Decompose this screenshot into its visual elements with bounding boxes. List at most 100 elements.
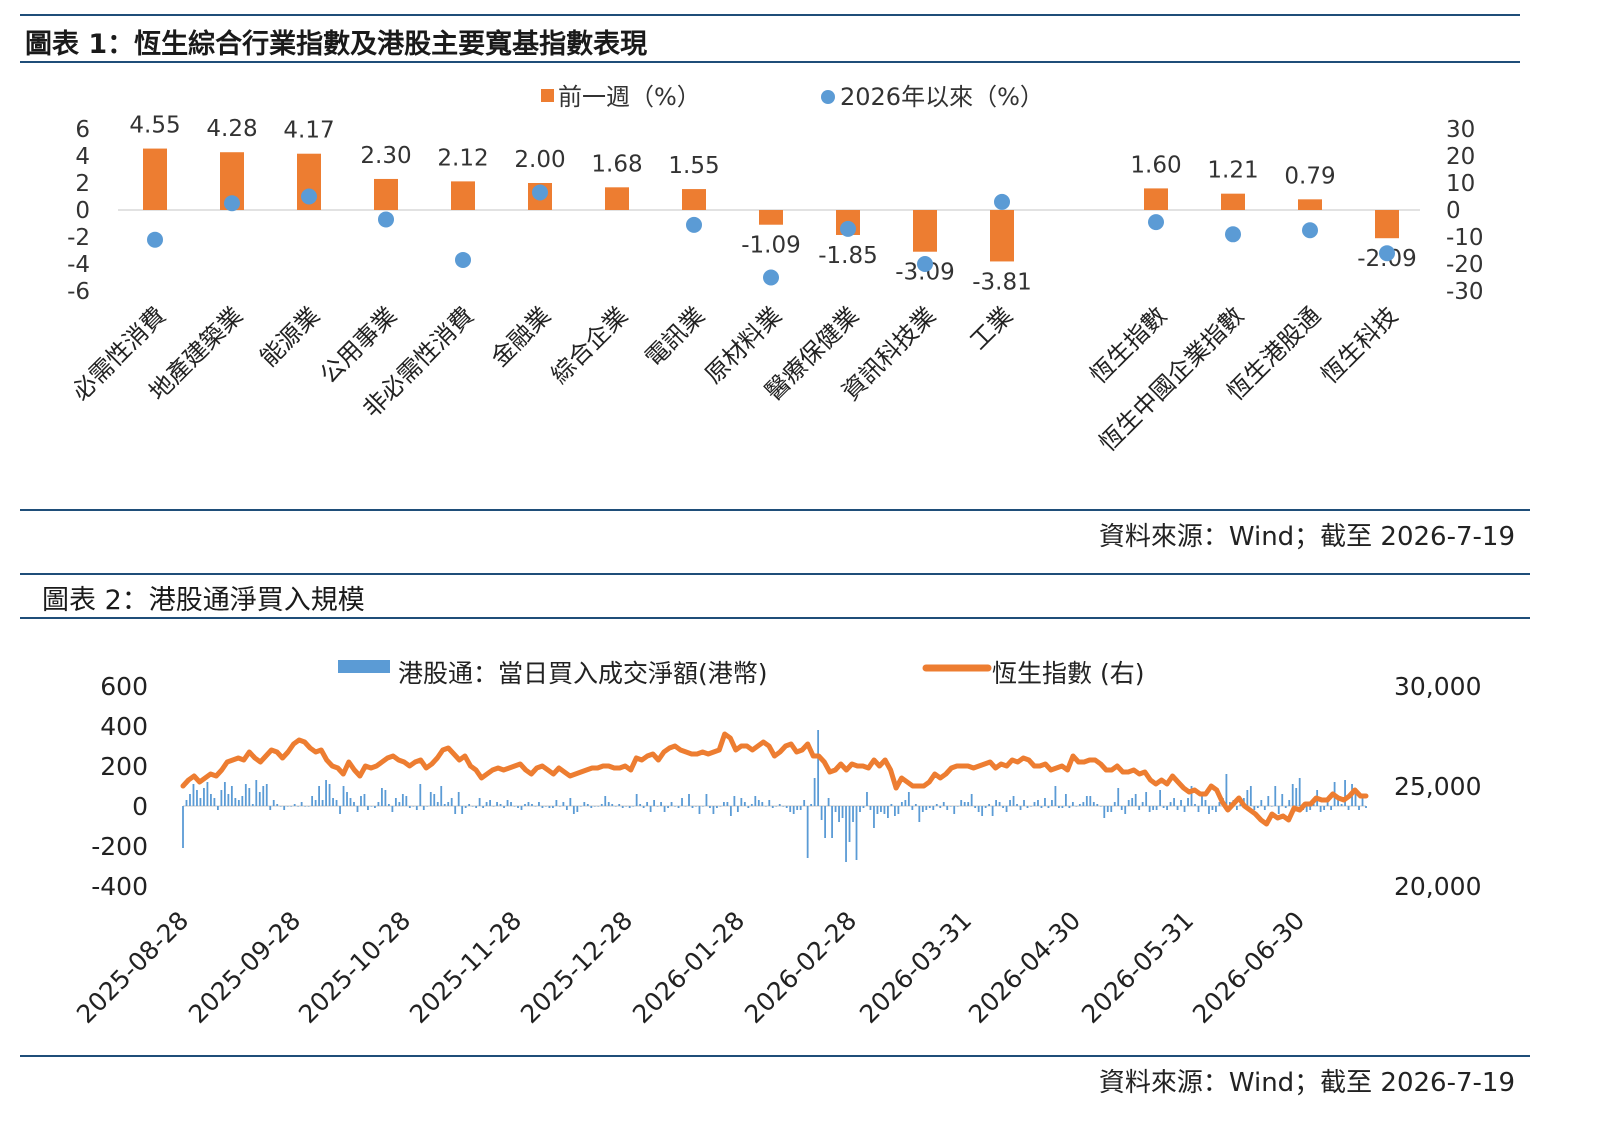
flow-bar — [785, 806, 788, 808]
flow-bar — [1180, 800, 1182, 806]
flow-bar — [834, 806, 837, 812]
flow-bar — [1344, 780, 1346, 806]
flow-bar — [1312, 804, 1315, 806]
x-tick-label: 2025-08-28 — [71, 906, 194, 1029]
flow-bar — [1197, 806, 1200, 812]
flow-bar — [1009, 800, 1011, 806]
flow-bar — [820, 806, 823, 820]
figure2-source: 資料來源：Wind；截至 2026-7-19 — [1098, 1068, 1515, 1098]
flow-bar — [1071, 802, 1074, 806]
flow-bar — [632, 806, 635, 807]
flow-bar — [332, 798, 334, 806]
flow-bar — [876, 806, 879, 814]
flow-bar — [621, 806, 624, 808]
flow-bar — [1134, 794, 1137, 806]
flow-bar — [576, 806, 579, 812]
flow-bar — [796, 806, 799, 810]
flow-bar — [995, 800, 997, 806]
flow-bar — [1309, 806, 1312, 810]
y-left-tick-label: -2 — [67, 225, 90, 251]
flow-bar — [768, 800, 771, 806]
flow-bar — [374, 806, 376, 808]
flow-bar — [722, 802, 725, 806]
flow-bar — [1267, 796, 1270, 806]
flow-bar — [988, 804, 991, 806]
flow-bar — [468, 804, 471, 806]
dot-工業 — [994, 193, 1010, 210]
flow-bar — [492, 806, 495, 807]
flow-bar — [1166, 806, 1168, 810]
dot-必需性消費 — [147, 231, 163, 248]
flow-bar — [569, 798, 572, 806]
flow-bar — [1092, 802, 1095, 806]
flow-bar — [852, 806, 854, 822]
flow-bar — [1183, 806, 1186, 812]
flow-bar — [461, 806, 464, 814]
flow-bar — [485, 802, 488, 806]
flow-bar — [677, 806, 680, 808]
flow-bar — [276, 804, 279, 806]
flow-bar — [304, 806, 307, 807]
flow-bar — [845, 806, 847, 862]
flow-bar — [318, 786, 320, 806]
flow-bar — [1274, 786, 1277, 806]
legend-line-label: 恆生指數 (右) — [992, 659, 1144, 688]
flow-bar — [377, 802, 380, 806]
flow-bar — [932, 806, 935, 810]
flow-bar — [1361, 798, 1364, 806]
flow-bar — [1106, 806, 1109, 812]
legend-dot-label: 2026年以來（%） — [840, 83, 1044, 111]
flow-bar — [1159, 790, 1162, 806]
flow-bar — [241, 796, 244, 806]
flow-bar — [1291, 784, 1294, 806]
category-label: 金融業 — [486, 301, 557, 372]
flow-bar — [548, 806, 551, 808]
flow-bar — [628, 806, 631, 808]
flow-bar — [1040, 806, 1043, 808]
flow-bar — [1284, 806, 1287, 808]
flow-bar — [415, 806, 418, 810]
flow-bar — [967, 802, 970, 806]
flow-bar — [360, 796, 362, 806]
flow-bar — [1246, 790, 1249, 806]
flow-bar — [1305, 806, 1308, 812]
category-label: 工業 — [965, 301, 1019, 355]
flow-bar — [520, 806, 523, 810]
flow-bar — [918, 806, 921, 822]
dot-資訊科技業 — [917, 256, 933, 272]
flow-bar — [384, 790, 387, 806]
y-right-tick-label: -10 — [1446, 225, 1484, 251]
flow-bar — [897, 806, 900, 814]
bar-data-label: 2.30 — [360, 143, 411, 169]
flow-bar — [1026, 806, 1029, 808]
flow-bar — [506, 800, 509, 806]
flow-bar — [1033, 802, 1036, 806]
bar-data-label: -3.81 — [972, 269, 1032, 295]
y-left-tick-label: 4 — [75, 144, 90, 170]
flow-bar — [649, 806, 652, 812]
bar-data-label: 0.79 — [1284, 163, 1335, 189]
flow-bar — [387, 804, 390, 806]
flow-bar — [1354, 794, 1357, 806]
y-left-tick-label: -6 — [67, 279, 90, 305]
flow-bar — [716, 806, 718, 808]
y-right-tick-label: 20 — [1446, 144, 1475, 170]
bar-data-label: 1.68 — [591, 151, 642, 177]
category-label: 綜合企業 — [546, 301, 634, 389]
flow-bar — [817, 730, 820, 806]
flow-bar — [405, 796, 408, 806]
flow-bar — [1295, 788, 1298, 806]
flow-bar — [517, 806, 519, 808]
flow-bar — [841, 806, 844, 818]
flow-bar — [1044, 798, 1046, 806]
flow-bar — [1012, 796, 1015, 806]
flow-bar — [653, 800, 656, 806]
flow-bar — [1019, 806, 1022, 810]
flow-bar — [478, 798, 481, 806]
flow-bar — [182, 806, 184, 848]
y-right-tick-label: 30 — [1446, 117, 1475, 143]
flow-bar — [429, 792, 432, 806]
flow-bar — [1218, 802, 1221, 806]
bar-恆生港股通 — [1298, 199, 1322, 210]
flow-bar — [935, 804, 938, 806]
